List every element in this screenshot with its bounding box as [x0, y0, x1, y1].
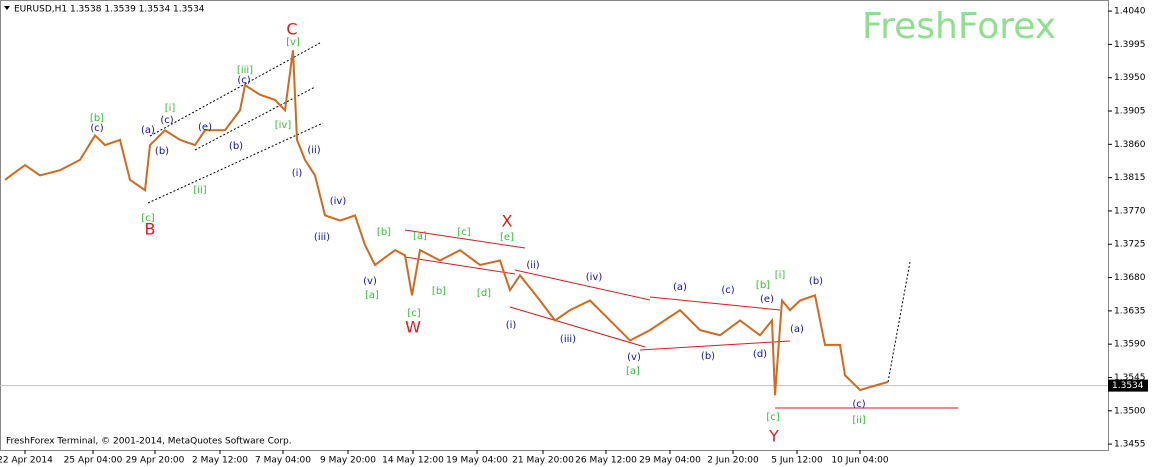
wave-label: (i) [506, 320, 517, 331]
wave-label: C [286, 20, 297, 39]
y-tick-label: 1.4040 [1114, 7, 1146, 17]
x-tick-label: 7 May 04:00 [255, 456, 311, 466]
x-tick-label: 5 Jun 12:00 [771, 456, 823, 466]
wave-label: (a) [141, 125, 155, 136]
y-tick-label: 1.3635 [1114, 306, 1146, 316]
wave-label: [ii] [193, 185, 206, 196]
wave-label: [a] [365, 290, 379, 301]
wave-label: [c] [141, 213, 154, 224]
x-tick-label: 10 Jun 04:00 [831, 456, 888, 466]
x-tick-label: 19 May 04:00 [446, 456, 508, 466]
y-tick-label: 1.3725 [1114, 240, 1146, 250]
x-tick-label: 21 May 20:00 [512, 456, 574, 466]
price-line [4, 50, 889, 396]
x-tick-label: 26 May 12:00 [575, 456, 637, 466]
x-tick-label: 29 May 04:00 [639, 456, 701, 466]
plot-frame [0, 0, 1109, 451]
wave-label: (iv) [330, 196, 347, 207]
wave-label: X [502, 212, 513, 231]
wave-label: (iv) [586, 272, 603, 283]
wave-label: (e) [760, 294, 774, 305]
wave-label: (v) [363, 276, 377, 287]
y-tick-label: 1.3860 [1114, 140, 1146, 150]
x-tick-label: 2 May 12:00 [192, 456, 248, 466]
x-tick-label: 22 Apr 2014 [0, 456, 53, 466]
wave-label: (v) [627, 352, 641, 363]
wave-label: [iii] [237, 65, 253, 76]
x-tick-label: 29 Apr 20:00 [126, 456, 185, 466]
trend-lines [404, 229, 958, 409]
header: EURUSD,H1 1.3538 1.3539 1.3534 1.3534 [14, 5, 205, 15]
x-tick-label: 25 Apr 04:00 [64, 456, 123, 466]
x-tick-label: 14 May 12:00 [382, 456, 444, 466]
header-arrow [4, 6, 10, 10]
y-tick-label: 1.3815 [1114, 173, 1146, 183]
wave-label: (b) [701, 351, 715, 362]
y-tick-label: 1.3905 [1114, 107, 1146, 117]
y-tick-label: 1.3500 [1114, 406, 1146, 416]
wave-label: B [145, 220, 156, 239]
y-tick-label: 1.3770 [1114, 206, 1146, 216]
y-tick-label: 1.3590 [1114, 340, 1146, 350]
wave-label: (iii) [560, 334, 576, 345]
wave-label: (ii) [307, 145, 320, 156]
wave-label: [i] [165, 103, 176, 114]
wave-label: (iii) [314, 232, 330, 243]
wave-label: (e) [198, 122, 212, 133]
y-tick-label: 1.3995 [1114, 40, 1146, 50]
watermark: FreshForex [862, 6, 1056, 47]
y-tick-label: 1.3680 [1114, 273, 1146, 283]
wave-label: (a) [790, 324, 804, 335]
wave-label: [a] [626, 366, 640, 377]
wave-label: [e] [500, 232, 514, 243]
x-tick-label: 2 Jun 20:00 [707, 456, 759, 466]
wave-label: [b] [756, 280, 770, 291]
wave-label: [iv] [275, 120, 292, 131]
wave-label: [a] [413, 231, 427, 242]
wave-label: (d) [753, 349, 767, 360]
wave-label: [c] [766, 412, 779, 423]
wave-label: [d] [477, 288, 491, 299]
y-tick-label: 1.3455 [1114, 440, 1146, 450]
x-tick-label: 9 May 20:00 [320, 456, 376, 466]
wave-label: (c) [237, 75, 250, 86]
footer: FreshForex Terminal, © 2001-2014, MetaQu… [6, 437, 292, 447]
bid-label: 1.3534 [1112, 381, 1144, 391]
wave-label: (i) [292, 168, 303, 179]
wave-label: (b) [809, 276, 823, 287]
wave-label: [b] [90, 113, 104, 124]
wave-label: (a) [673, 282, 687, 293]
wave-label: [i] [775, 270, 786, 281]
wave-label: [c] [407, 308, 420, 319]
y-tick-label: 1.3545 [1114, 373, 1146, 383]
wave-label: (c) [852, 399, 865, 410]
wave-label: [c] [457, 227, 470, 238]
wave-label: (ii) [526, 260, 539, 271]
wave-label: (c) [721, 285, 734, 296]
bid-box [1108, 379, 1148, 392]
wave-label: [b] [432, 286, 446, 297]
wave-label: [v] [286, 37, 300, 48]
wave-label: [b] [377, 227, 391, 238]
y-tick-label: 1.3950 [1114, 73, 1146, 83]
wave-label: (c) [160, 115, 173, 126]
wave-label: (c) [90, 123, 103, 134]
wave-label: (b) [155, 146, 169, 157]
wave-label: (b) [229, 141, 243, 152]
wave-label: W [405, 318, 421, 337]
wave-label: Y [768, 427, 779, 446]
wave-label: [ii] [852, 415, 865, 426]
